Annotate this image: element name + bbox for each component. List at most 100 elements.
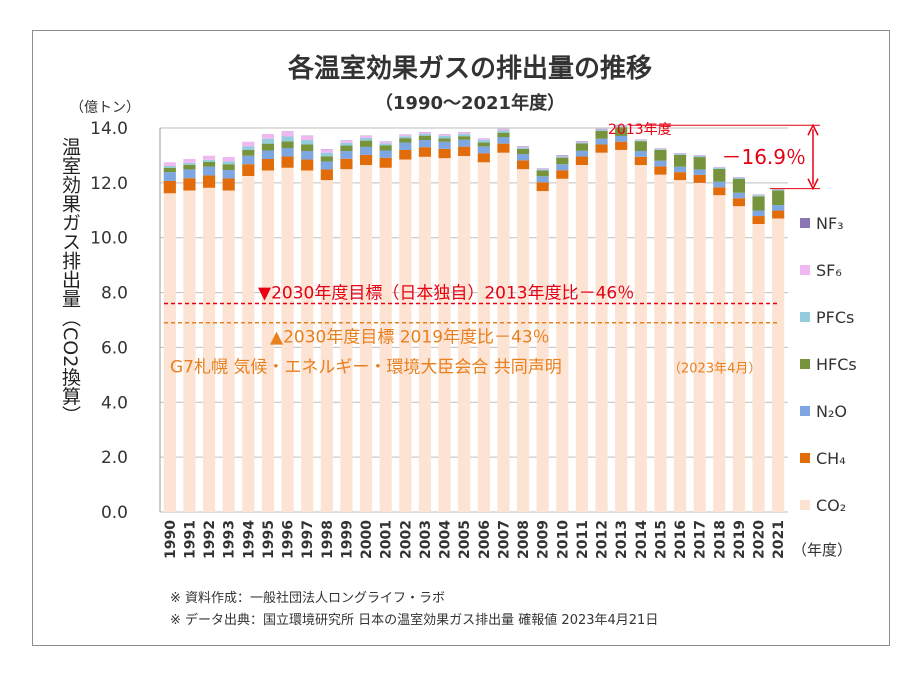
bar-segment-2019-0 — [732, 206, 746, 512]
x-axis-label: （年度） — [792, 541, 852, 559]
x-tick-label: 2006 — [477, 520, 493, 559]
x-tick-label: 2014 — [634, 520, 650, 559]
bar-segment-2000-1 — [359, 154, 373, 166]
legend-label: SF₆ — [816, 261, 842, 280]
target-label-2: ▲2030年度目標 2019年度比－43％ — [270, 328, 550, 348]
bar-segment-2021-3 — [772, 190, 785, 206]
bar-segment-1998-3 — [320, 156, 333, 162]
bar-segment-2010-3 — [556, 157, 569, 165]
bar-segment-2019-2 — [732, 192, 746, 199]
y-tick-label: 12.0 — [90, 174, 128, 194]
bar-segment-1994-2 — [242, 155, 255, 165]
x-tick-label: 1993 — [222, 520, 238, 559]
bar-segment-2013-4 — [615, 126, 628, 128]
legend-swatch — [800, 218, 810, 228]
legend-label: NF₃ — [816, 214, 844, 233]
bar-segment-2013-0 — [615, 149, 628, 512]
bar-segment-2006-1 — [477, 153, 490, 163]
bar-segment-2011-5 — [575, 141, 589, 143]
bar-segment-2008-5 — [516, 146, 530, 148]
bar-segment-1997-5 — [301, 135, 314, 141]
y-axis-label: 温室効果ガス排出量（CO2換算） — [59, 137, 81, 425]
bar-segment-2021-2 — [772, 205, 785, 211]
bar-segment-2018-0 — [713, 195, 726, 512]
bar-segment-2020-2 — [752, 210, 765, 217]
bar-segment-2017-3 — [693, 157, 706, 170]
bar-segment-2016-3 — [673, 154, 687, 167]
base-year-label: 2013年度 — [608, 122, 672, 138]
legend-label: PFCs — [816, 308, 854, 327]
bar-segment-1991-0 — [183, 190, 196, 512]
x-tick-label: 1990 — [163, 520, 179, 559]
y-tick-label: 0.0 — [101, 503, 128, 523]
bar-segment-1994-1 — [242, 164, 255, 176]
bar-segment-1992-3 — [202, 161, 216, 167]
bar-segment-2004-1 — [438, 148, 451, 159]
bar-segment-2010-1 — [556, 170, 569, 179]
bar-segment-2015-5 — [654, 148, 667, 150]
bar-segment-2017-0 — [693, 182, 706, 512]
bar-segment-2010-2 — [556, 164, 569, 171]
bar-segment-2017-4 — [693, 155, 706, 158]
bar-segment-2004-4 — [438, 135, 451, 139]
bar-segment-2012-5 — [595, 129, 608, 130]
chart-title: 各温室効果ガスの排出量の推移 — [287, 53, 652, 84]
y-tick-label: 14.0 — [90, 119, 128, 139]
x-tick-label: 2017 — [693, 520, 709, 559]
bar-segment-2001-3 — [379, 145, 392, 151]
target-label-1: ▼2030年度目標（日本独自）2013年度比－46％ — [258, 284, 634, 304]
bar-segment-2007-4 — [497, 130, 510, 133]
bar-segment-2011-0 — [575, 165, 589, 512]
bar-segment-2014-2 — [634, 151, 647, 157]
bar-segment-2001-1 — [379, 157, 392, 168]
bar-segment-2011-1 — [575, 156, 589, 166]
bar-segment-2012-2 — [595, 138, 608, 145]
bar-segment-1990-0 — [163, 193, 176, 512]
bar-segment-1992-1 — [202, 175, 216, 188]
g7-date-label: （2023年4月） — [668, 362, 761, 377]
bar-segment-2015-0 — [654, 174, 667, 512]
bar-segment-2016-0 — [673, 180, 687, 512]
bar-segment-1995-4 — [261, 138, 275, 144]
bar-segment-2020-0 — [752, 224, 765, 512]
bar-segment-1991-4 — [183, 162, 196, 165]
bar-segment-2009-2 — [536, 176, 549, 183]
bar-segment-1993-0 — [222, 190, 235, 512]
bar-segment-1990-5 — [163, 162, 176, 166]
bar-segment-1996-3 — [281, 141, 294, 149]
x-tick-label: 2009 — [536, 520, 552, 559]
bars — [163, 125, 785, 513]
bar-segment-2013-6 — [615, 125, 628, 126]
bar-segment-2012-3 — [595, 130, 608, 139]
bar-segment-2004-5 — [438, 134, 451, 136]
bar-segment-2019-4 — [732, 177, 746, 180]
chart-subtitle: （1990～2021年度） — [375, 92, 565, 114]
x-tick-label: 2003 — [418, 520, 434, 559]
bar-segment-2014-0 — [634, 165, 647, 512]
bar-segment-1999-0 — [340, 169, 353, 512]
bar-segment-1992-4 — [202, 159, 216, 162]
bar-segment-2017-1 — [693, 174, 706, 183]
bar-segment-2019-5 — [732, 177, 746, 178]
bar-segment-1994-3 — [242, 149, 255, 156]
x-tick-label: 2015 — [653, 520, 669, 559]
bar-segment-2010-6 — [556, 155, 569, 156]
bar-segment-2001-4 — [379, 143, 392, 146]
bar-segment-2001-5 — [379, 141, 392, 144]
x-tick-label: 2001 — [379, 520, 395, 559]
x-tick-label: 2021 — [771, 520, 787, 559]
bar-segment-2014-5 — [634, 139, 647, 141]
bar-segment-2007-1 — [497, 143, 510, 153]
reduction-label: －16.9％ — [721, 145, 806, 169]
bar-segment-2003-5 — [418, 132, 432, 134]
bar-segment-2012-0 — [595, 152, 608, 512]
bar-segment-1993-2 — [222, 169, 235, 179]
bar-segment-2020-5 — [752, 194, 765, 196]
bar-segment-1998-1 — [320, 169, 333, 181]
bar-segment-1991-2 — [183, 169, 196, 179]
bar-segment-1993-4 — [222, 161, 235, 165]
bar-segment-2013-1 — [615, 141, 628, 150]
x-tick-label: 2016 — [673, 520, 689, 559]
bar-segment-2005-3 — [458, 136, 471, 140]
note-source-data: ※ データ出典：国立環境研究所 日本の温室効果ガス排出量 確報値 2023年4月… — [170, 612, 658, 628]
